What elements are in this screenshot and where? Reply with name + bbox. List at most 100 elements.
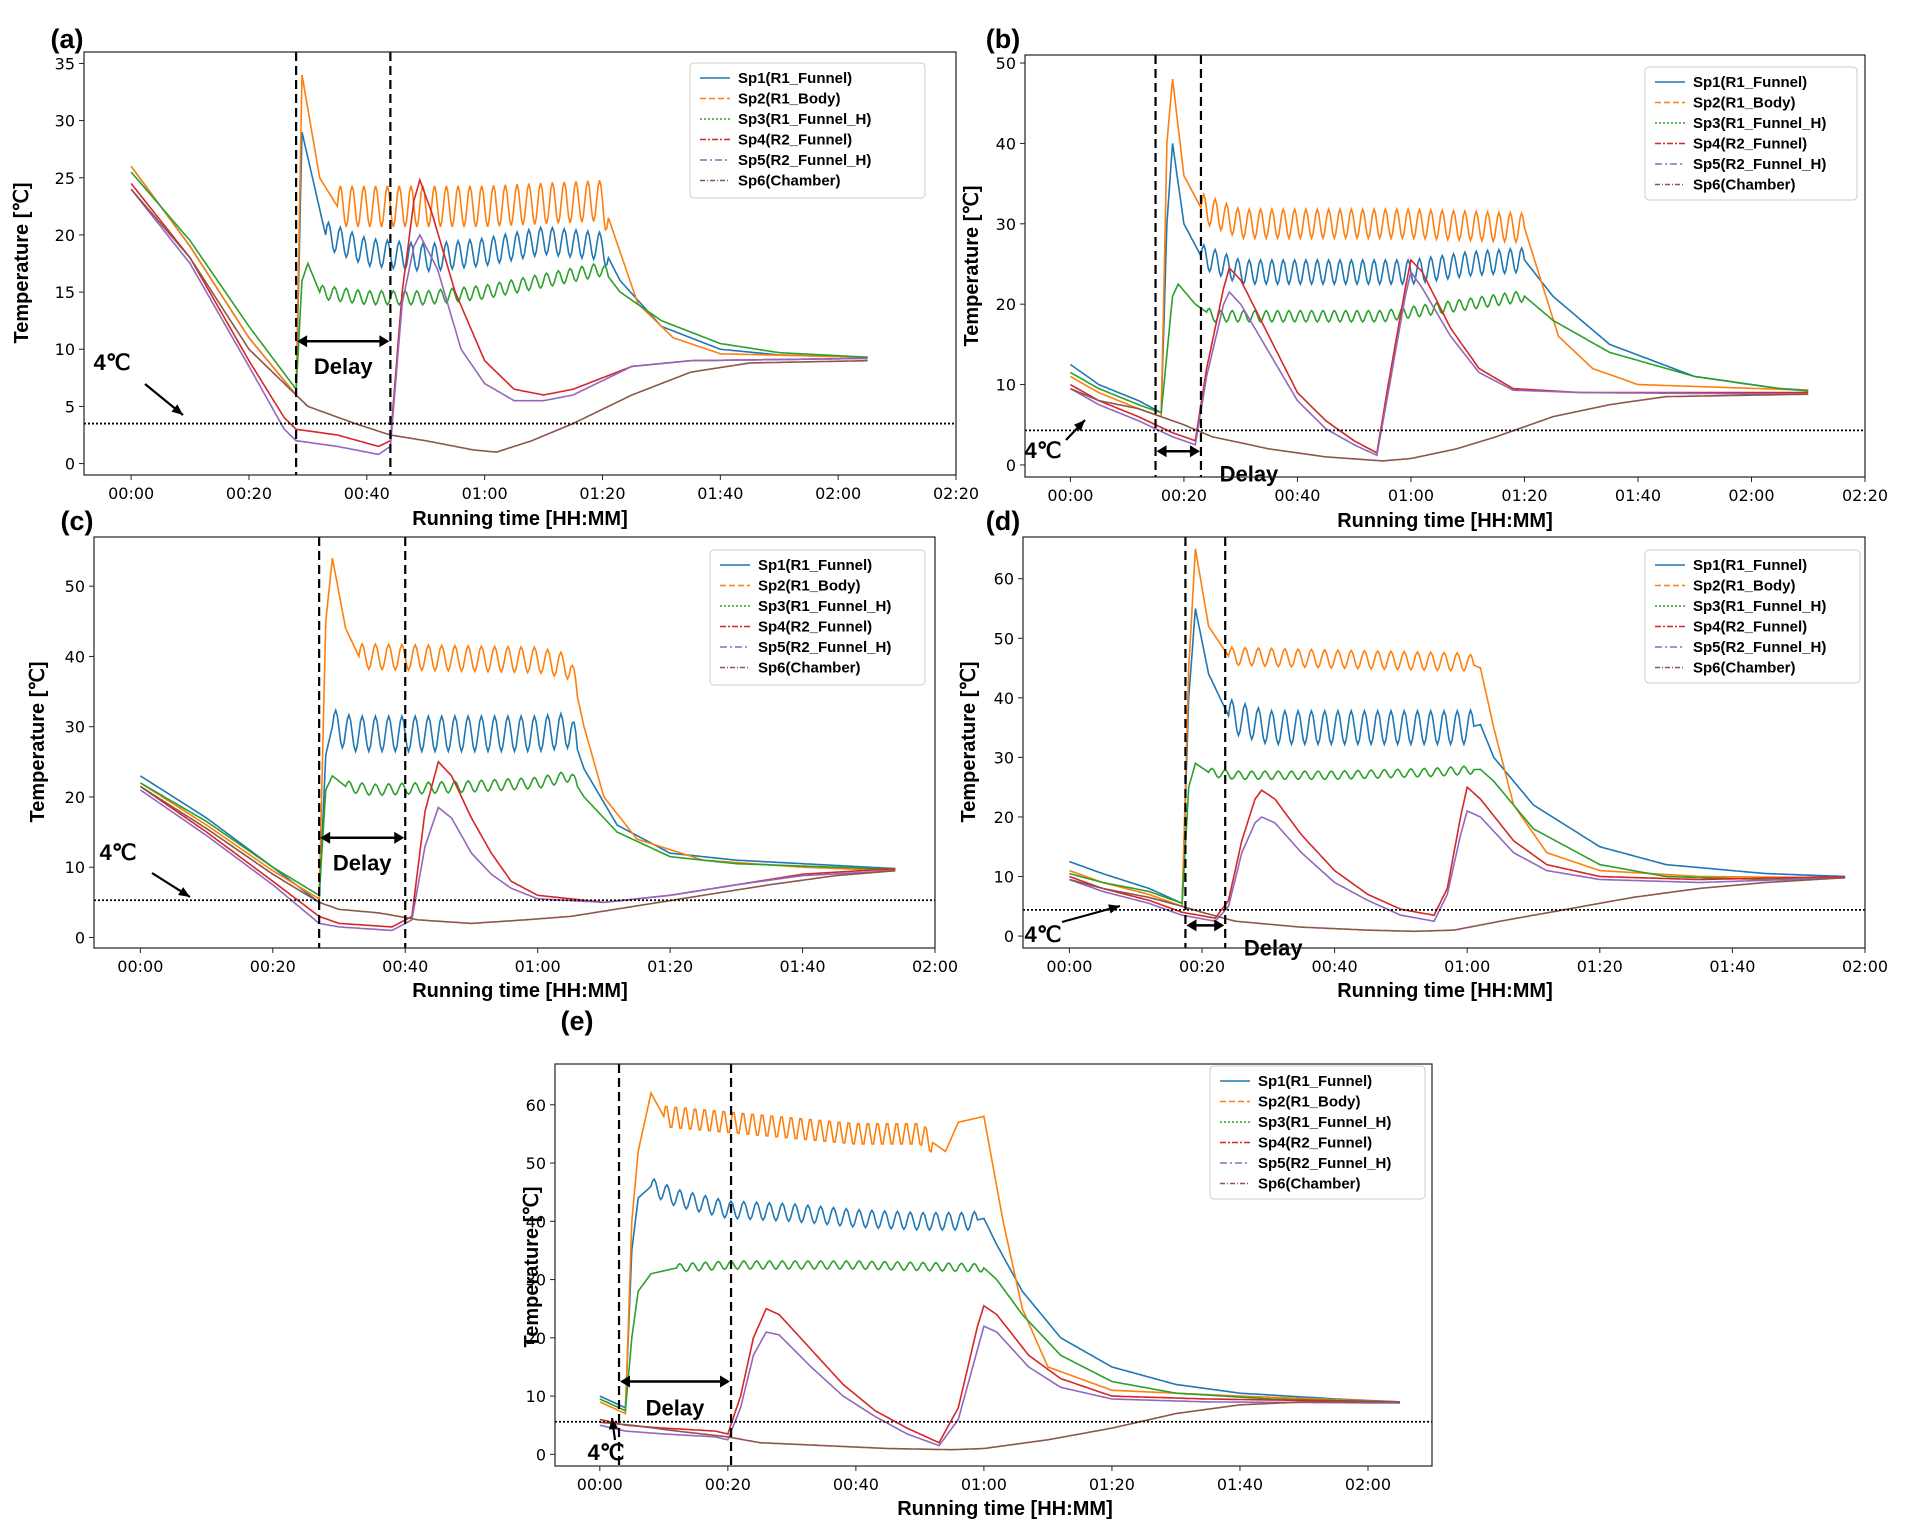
x-tick-label: 00:00 xyxy=(1046,957,1092,976)
y-tick-label: 50 xyxy=(994,629,1014,648)
x-tick-label: 02:00 xyxy=(815,484,861,503)
series-line-sp1 xyxy=(1069,608,1846,905)
delay-arrowhead-right xyxy=(1189,445,1200,458)
delay-arrowhead-left xyxy=(297,335,308,348)
y-tick-label: 15 xyxy=(55,283,75,302)
legend-label-sp1: Sp1(R1_Funnel) xyxy=(1693,74,1807,91)
legend-label-sp3: Sp3(R1_Funnel_H) xyxy=(738,111,871,128)
legend: Sp1(R1_Funnel) Sp2(R1_Body) Sp3(R1_Funnel_… xyxy=(689,62,926,199)
y-axis-title: Temperature [℃] xyxy=(27,661,49,822)
x-tick-label: 00:00 xyxy=(108,484,154,503)
legend-label-sp4: Sp4(R2_Funnel) xyxy=(1693,619,1807,636)
series-line-sp4 xyxy=(139,760,896,928)
y-axis-title: Temperature [℃] xyxy=(961,185,983,346)
series-line-sp3 xyxy=(139,771,896,897)
y-tick-label: 10 xyxy=(994,868,1014,887)
y-tick-label: 20 xyxy=(65,788,85,807)
plot-frame xyxy=(554,1063,1433,1467)
y-tick-label: 0 xyxy=(75,928,85,947)
panel-letter: (e) xyxy=(561,1006,594,1036)
y-tick-label: 30 xyxy=(996,215,1016,234)
y-tick-label: 20 xyxy=(994,808,1014,827)
x-tick-label: 01:40 xyxy=(1615,486,1661,505)
series-line-sp5 xyxy=(1069,809,1846,923)
delay-label: Delay xyxy=(314,354,373,379)
legend-label-sp1: Sp1(R1_Funnel) xyxy=(1693,557,1807,574)
x-tick-label: 01:00 xyxy=(462,484,508,503)
panel-letter: (d) xyxy=(986,506,1020,536)
series-line-sp3 xyxy=(130,171,868,392)
delay-arrowhead-right xyxy=(1214,919,1225,932)
series-group xyxy=(1069,548,1846,933)
plot-frame xyxy=(1022,536,1866,949)
x-tick-label: 01:00 xyxy=(961,1475,1007,1494)
threshold-label: 4℃ xyxy=(100,840,137,865)
threshold-arrowhead xyxy=(608,1418,619,1430)
legend: Sp1(R1_Funnel) Sp2(R1_Body) Sp3(R1_Funnel_… xyxy=(1644,66,1858,201)
y-tick-label: 10 xyxy=(55,340,75,359)
legend-box xyxy=(1644,66,1858,201)
legend-label-sp4: Sp4(R2_Funnel) xyxy=(738,132,852,149)
legend-label-sp3: Sp3(R1_Funnel_H) xyxy=(1258,1114,1391,1131)
threshold-label: 4℃ xyxy=(588,1440,625,1465)
delay-arrowhead-right xyxy=(720,1375,731,1388)
series-line-sp6 xyxy=(130,188,868,453)
series-line-sp1 xyxy=(139,707,896,904)
delay-arrowhead-left xyxy=(1156,445,1167,458)
x-tick-label: 02:00 xyxy=(912,957,958,976)
series-line-sp5 xyxy=(599,1325,1400,1447)
series-line-sp3 xyxy=(1069,761,1846,905)
series-line-sp1 xyxy=(1069,143,1809,415)
x-tick-label: 01:20 xyxy=(647,957,693,976)
legend-label-sp6: Sp6(Chamber) xyxy=(758,660,861,677)
legend: Sp1(R1_Funnel) Sp2(R1_Body) Sp3(R1_Funnel_… xyxy=(1209,1065,1426,1200)
y-tick-label: 10 xyxy=(526,1387,546,1406)
panel-letter: (c) xyxy=(61,506,94,536)
legend-label-sp2: Sp2(R1_Body) xyxy=(1693,95,1796,112)
x-axis-title: Running time [HH:MM] xyxy=(1337,510,1553,532)
delay-arrowhead-left xyxy=(620,1375,631,1388)
y-tick-label: 40 xyxy=(526,1212,546,1231)
legend-label-sp6: Sp6(Chamber) xyxy=(738,173,841,190)
x-tick-label: 01:40 xyxy=(1217,1475,1263,1494)
legend-box xyxy=(1209,1065,1426,1200)
x-tick-label: 02:20 xyxy=(1842,486,1888,505)
y-tick-label: 30 xyxy=(55,112,75,131)
legend-label-sp5: Sp5(R2_Funnel_H) xyxy=(738,152,871,169)
legend-label-sp4: Sp4(R2_Funnel) xyxy=(1693,136,1807,153)
panel-e: (e) Delay 4℃ 00:00 00:20 00:40 01:00 01:20 01:40… xyxy=(521,1006,1433,1520)
legend-label-sp1: Sp1(R1_Funnel) xyxy=(738,70,852,87)
legend-label-sp6: Sp6(Chamber) xyxy=(1693,660,1796,677)
x-tick-label: 01:40 xyxy=(780,957,826,976)
x-tick-label: 00:40 xyxy=(382,957,428,976)
legend: Sp1(R1_Funnel) Sp2(R1_Body) Sp3(R1_Funnel_… xyxy=(1644,549,1861,684)
y-tick-label: 50 xyxy=(996,54,1016,73)
series-line-sp6 xyxy=(1070,387,1809,462)
panel-a: (a) Delay 4℃ 00:00 00:20 00:40 01:00 01:20 01:40… xyxy=(11,24,979,530)
x-tick-label: 01:00 xyxy=(515,957,561,976)
delay-arrowhead-left xyxy=(320,831,331,844)
series-line-sp2 xyxy=(1069,548,1846,908)
x-tick-label: 01:40 xyxy=(697,484,743,503)
series-line-sp2 xyxy=(599,1090,1400,1415)
threshold-arrowhead xyxy=(178,887,190,897)
legend: Sp1(R1_Funnel) Sp2(R1_Body) Sp3(R1_Funnel_… xyxy=(709,549,926,686)
legend-label-sp1: Sp1(R1_Funnel) xyxy=(758,557,872,574)
y-tick-label: 10 xyxy=(996,376,1016,395)
series-line-sp4 xyxy=(599,1304,1400,1444)
legend-box xyxy=(709,549,926,686)
legend-label-sp2: Sp2(R1_Body) xyxy=(1693,578,1796,595)
y-tick-label: 60 xyxy=(994,570,1014,589)
x-tick-label: 00:20 xyxy=(226,484,272,503)
legend-label-sp2: Sp2(R1_Body) xyxy=(758,578,861,595)
series-line-sp2 xyxy=(130,74,868,398)
legend-box xyxy=(1644,549,1861,684)
x-tick-label: 00:20 xyxy=(1161,486,1207,505)
panel-letter: (b) xyxy=(986,24,1020,54)
y-tick-label: 50 xyxy=(65,577,85,596)
y-tick-label: 40 xyxy=(994,689,1014,708)
x-tick-label: 01:20 xyxy=(579,484,625,503)
series-group xyxy=(130,74,868,456)
delay-label: Delay xyxy=(646,1396,705,1421)
legend-label-sp5: Sp5(R2_Funnel_H) xyxy=(1258,1155,1391,1172)
